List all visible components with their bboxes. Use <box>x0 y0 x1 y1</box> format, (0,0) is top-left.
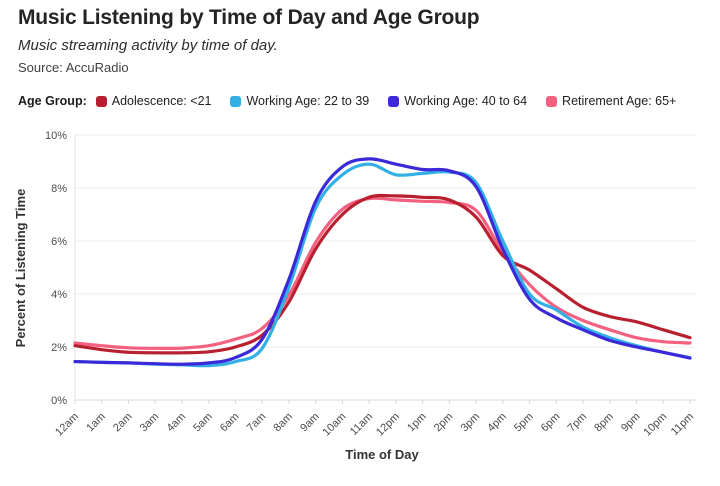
x-tick-label: 2pm <box>432 411 456 435</box>
x-tick-label: 8am <box>271 411 295 435</box>
legend-item-3: Retirement Age: 65+ <box>546 94 676 108</box>
x-tick-label: 6pm <box>539 411 563 435</box>
x-tick-label: 6am <box>218 411 242 435</box>
x-tick-label: 3pm <box>459 411 483 435</box>
legend-item-label: Adolescence: <21 <box>111 94 212 108</box>
x-axis-title: Time of Day <box>345 447 419 462</box>
legend-swatch-icon <box>95 95 107 107</box>
y-tick-label: 8% <box>51 183 67 195</box>
x-tick-label: 2am <box>111 411 135 435</box>
legend-swatch-icon <box>546 95 558 107</box>
x-tick-label: 11pm <box>669 411 696 438</box>
y-tick-label: 10% <box>45 130 67 142</box>
x-tick-label: 12am <box>53 411 81 439</box>
x-tick-label: 5pm <box>512 411 536 435</box>
y-tick-label: 2% <box>51 342 67 354</box>
series-line-0 <box>73 193 692 355</box>
x-tick-label: 7am <box>245 411 269 435</box>
y-axis-ticks: 0% 2% 4% 6% 8% 10% <box>45 130 67 407</box>
x-tick-label: 3am <box>138 411 162 435</box>
x-tick-label: 10pm <box>641 411 669 439</box>
legend-item-label: Working Age: 40 to 64 <box>404 94 528 108</box>
x-tick-label: 1pm <box>405 411 429 435</box>
y-tick-label: 0% <box>51 395 67 407</box>
x-tick-label: 9am <box>298 411 322 435</box>
legend-item-label: Working Age: 22 to 39 <box>246 94 370 108</box>
line-chart: 0%2%4%6%8%10% 12am 1am 2am 3am 4am 5am 6am 7am 8… <box>13 130 696 462</box>
chart-header: Music Listening by Time of Day and Age G… <box>18 6 710 75</box>
x-tick-label: 4am <box>164 411 188 435</box>
x-tick-label: 8pm <box>592 411 616 435</box>
x-tick-label: 10am <box>321 411 349 439</box>
legend-items: Adolescence: <21 Working Age: 22 to 39 Wor… <box>95 94 676 108</box>
gridlines <box>75 134 696 401</box>
y-axis-title: Percent of Listening Time <box>13 189 28 348</box>
y-tick-label: 6% <box>51 236 67 248</box>
x-tick-label: 9pm <box>619 411 643 435</box>
y-tick-label: 4% <box>51 289 67 301</box>
chart-title: Music Listening by Time of Day and Age G… <box>18 6 480 29</box>
legend-item-label: Retirement Age: 65+ <box>562 94 677 108</box>
x-tick-label: 4pm <box>485 411 509 435</box>
chart-source: Source: AccuRadio <box>18 60 129 75</box>
legend-title: Age Group: <box>18 94 87 108</box>
legend-item-0: Adolescence: <21 <box>95 94 212 108</box>
chart-subtitle: Music streaming activity by time of day. <box>18 37 278 54</box>
series-line-3 <box>73 196 692 350</box>
series-lines <box>73 157 692 368</box>
legend-swatch-icon <box>388 95 400 107</box>
x-tick-label: 12pm <box>374 411 402 439</box>
legend-item-2: Working Age: 40 to 64 <box>388 94 527 108</box>
x-tick-label: 1am <box>84 411 108 435</box>
series-line-2 <box>73 157 692 366</box>
legend-swatch-icon <box>230 95 242 107</box>
legend-item-1: Working Age: 22 to 39 <box>230 94 369 108</box>
x-tick-label: 7pm <box>566 411 590 435</box>
x-tick-label: 5am <box>191 411 215 435</box>
legend: Age Group: Adolescence: <21 Working Age: … <box>18 94 714 108</box>
x-tick-label: 11am <box>348 411 375 438</box>
